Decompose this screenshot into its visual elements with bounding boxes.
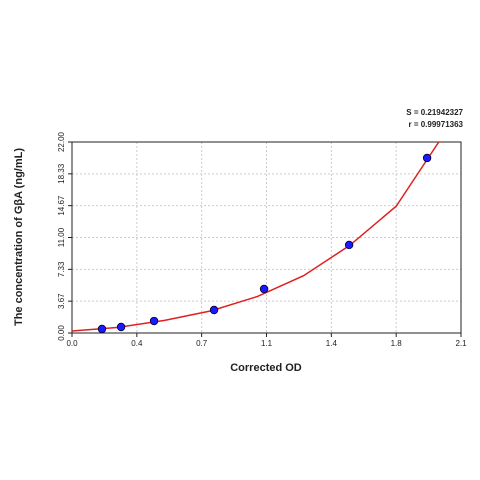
y-tick-label: 11.00 (57, 227, 66, 247)
data-point (116, 322, 126, 332)
y-tick-label: 22.00 (57, 131, 66, 152)
y-tick-label: 14.67 (57, 195, 66, 216)
y-tick-label: 18.33 (57, 163, 66, 184)
x-tick-label: 1.1 (261, 339, 273, 348)
y-tick-label: 0.00 (57, 325, 66, 341)
data-point (344, 240, 354, 250)
x-tick-label: 1.4 (326, 339, 338, 348)
y-axis-title: The concentration of GβA (ng/mL) (13, 148, 25, 326)
annotation: S = 0.21942327 (406, 108, 463, 117)
x-tick-label: 1.8 (391, 339, 403, 348)
x-tick-label: 0.4 (131, 339, 143, 348)
data-point (149, 316, 159, 326)
data-point (259, 284, 269, 294)
x-axis-title: Corrected OD (230, 362, 302, 374)
x-tick-label: 2.1 (455, 339, 467, 348)
data-point (97, 324, 107, 334)
fit-curve (72, 141, 440, 332)
data-point (209, 305, 219, 315)
plot-frame (71, 141, 462, 334)
annotation: r = 0.99971363 (409, 120, 464, 129)
data-point (422, 153, 432, 163)
y-tick-label: 7.33 (57, 261, 66, 277)
x-tick-label: 0.0 (66, 339, 78, 348)
x-tick-label: 0.7 (196, 339, 208, 348)
y-tick-label: 3.67 (57, 293, 66, 309)
